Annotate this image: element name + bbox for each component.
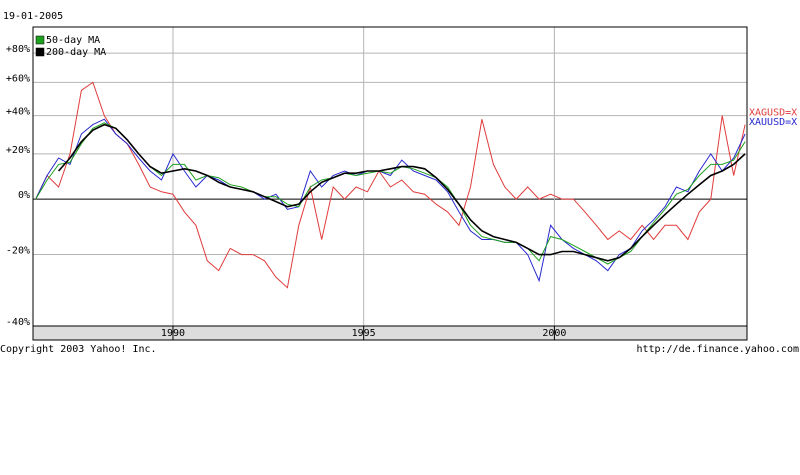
footer-left: Copyright 2003 Yahoo! Inc. [0, 344, 157, 355]
y-tick-label: +20% [6, 145, 30, 156]
y-tick-label: +60% [6, 73, 30, 84]
series-line [35, 81, 746, 289]
y-tick-label: 0% [18, 190, 30, 201]
legend-swatch [35, 35, 45, 45]
plot-area [33, 27, 747, 326]
date-label: 19-01-2005 [3, 11, 63, 22]
x-tick-label: 1990 [161, 328, 185, 339]
y-tick-label: -20% [6, 246, 30, 257]
legend-label: 50-day MA [46, 35, 100, 46]
y-tick-label: +80% [6, 44, 30, 55]
series-end-label: XAUUSD=X [749, 117, 797, 128]
legend-label: 200-day MA [46, 47, 106, 58]
y-tick-label: -40% [6, 317, 30, 328]
series-line [57, 123, 746, 262]
footer-right: http://de.finance.yahoo.com [636, 344, 799, 355]
x-tick-label: 2000 [542, 328, 566, 339]
x-tick-label: 1995 [352, 328, 376, 339]
series-end-label: XAGUSD=X [749, 108, 797, 119]
series-line [35, 118, 746, 283]
plot-frame [32, 26, 748, 327]
legend-swatch [35, 47, 45, 57]
y-tick-label: +40% [6, 107, 30, 118]
x-axis-band [32, 325, 748, 341]
